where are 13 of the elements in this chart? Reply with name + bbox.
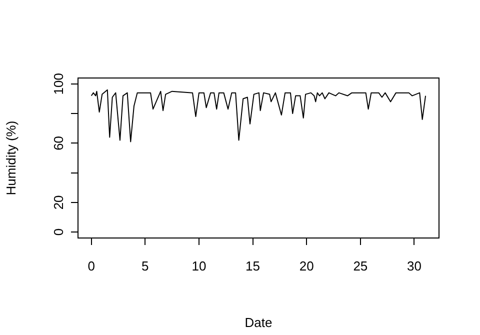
x-tick-label: 30: [407, 258, 422, 274]
y-tick-label: 20: [51, 195, 66, 210]
x-tick-label: 0: [88, 258, 95, 274]
x-axis-title: Date: [244, 314, 272, 330]
x-tick-label: 20: [299, 258, 314, 274]
x-tick-label: 15: [246, 258, 260, 274]
x-tick-label: 10: [192, 258, 206, 274]
y-tick-label: 0: [51, 228, 66, 236]
x-tick-label: 25: [353, 258, 368, 274]
x-tick-label: 5: [142, 258, 149, 274]
y-tick-label: 100: [51, 73, 66, 95]
y-axis-title: Humidity (%): [3, 120, 18, 196]
y-tick-label: 60: [51, 136, 66, 150]
